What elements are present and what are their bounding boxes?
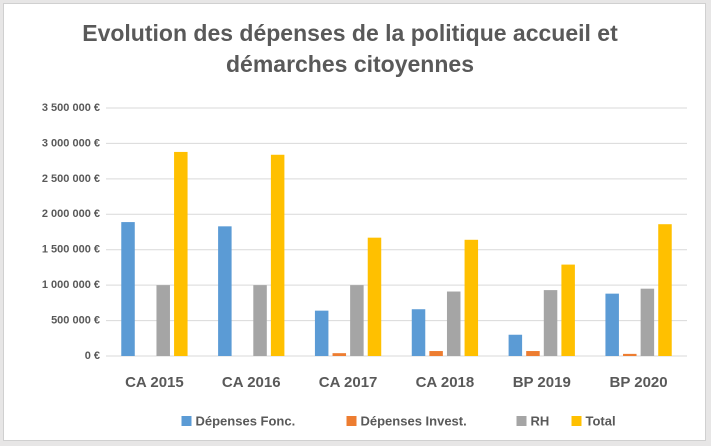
legend-swatch: [181, 416, 192, 426]
x-tick-label: BP 2019: [513, 374, 571, 391]
x-tick-label: CA 2018: [416, 374, 475, 391]
bar: [121, 222, 135, 356]
y-tick-label: 0 €: [85, 350, 100, 362]
legend-label: Dépenses Fonc.: [196, 413, 296, 428]
y-tick-label: 2 000 000 €: [42, 208, 100, 220]
bar: [314, 310, 329, 356]
bar: [446, 291, 461, 356]
bar: [253, 285, 267, 356]
bar: [605, 293, 619, 356]
bar: [367, 237, 382, 356]
x-tick-label: CA 2017: [319, 374, 378, 391]
chart-frame: [3, 3, 706, 441]
bar: [332, 353, 347, 356]
bar: [543, 290, 558, 356]
x-tick-label: BP 2020: [610, 374, 668, 391]
bar: [508, 334, 523, 356]
bar: [526, 351, 540, 356]
legend-label: Dépenses Invest.: [361, 413, 467, 428]
bar: [640, 288, 655, 356]
bar: [658, 224, 672, 356]
chart-title: Evolution des dépenses de la politique a…: [82, 20, 618, 77]
y-tick-label: 2 500 000 €: [42, 173, 100, 185]
bar: [174, 151, 188, 356]
x-tick-label: CA 2016: [222, 374, 281, 391]
bar: [464, 239, 479, 356]
y-tick-label: 500 000 €: [51, 314, 100, 326]
bar: [218, 226, 232, 356]
bar: [411, 309, 426, 356]
bar: [561, 264, 575, 356]
y-tick-label: 1 500 000 €: [42, 244, 100, 256]
bar: [623, 353, 637, 356]
x-tick-label: CA 2015: [125, 374, 184, 391]
bar: [270, 154, 285, 356]
y-tick-label: 3 500 000 €: [42, 102, 100, 114]
bar: [156, 285, 170, 356]
y-tick-label: 1 000 000 €: [42, 279, 100, 291]
y-tick-label: 3 000 000 €: [42, 137, 100, 149]
legend-swatch: [346, 416, 357, 426]
legend-swatch: [571, 416, 582, 426]
legend-label: Total: [586, 413, 616, 428]
bar: [429, 351, 443, 356]
legend-label: RH: [531, 413, 550, 428]
legend-swatch: [516, 416, 527, 426]
bar: [350, 285, 364, 356]
